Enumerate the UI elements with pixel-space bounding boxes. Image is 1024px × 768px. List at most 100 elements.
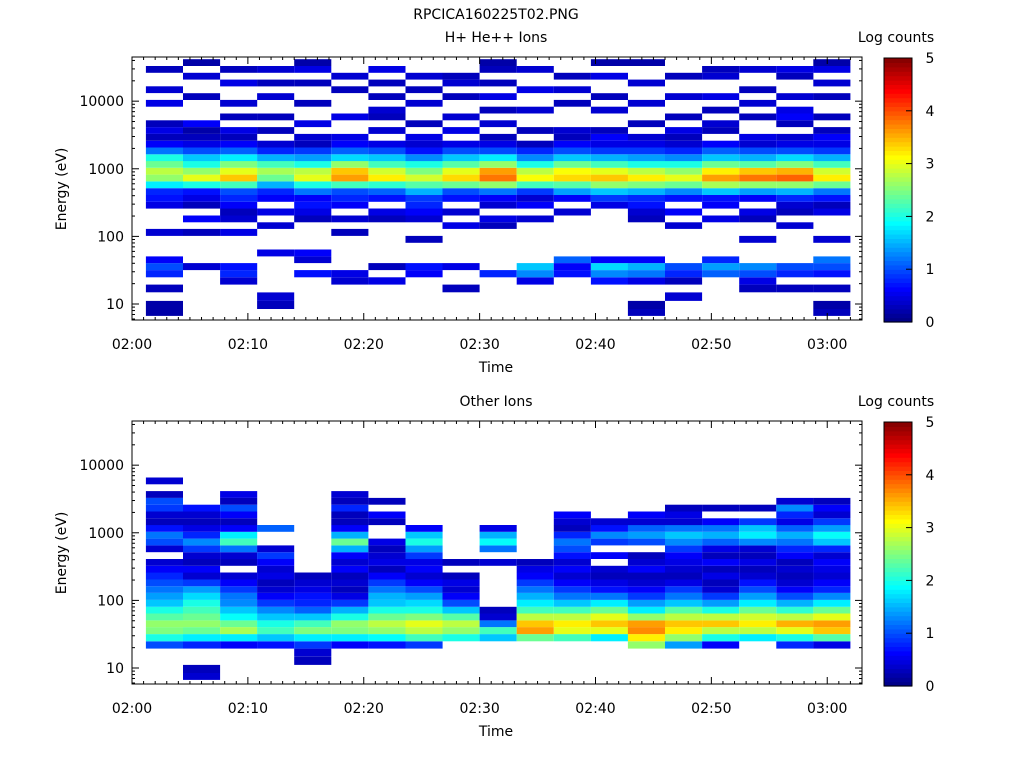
colorbar-segment	[884, 606, 912, 612]
heatmap-cell	[442, 222, 480, 229]
heatmap-cell	[665, 592, 703, 600]
heatmap-cell	[257, 545, 295, 553]
heatmap-cell	[627, 572, 665, 580]
heatmap-cell	[739, 215, 777, 223]
heatmap-cell	[665, 613, 703, 621]
heatmap-cell	[145, 518, 183, 526]
colorbar-segment	[884, 479, 912, 485]
colorbar-segment	[884, 466, 912, 471]
heatmap-cell	[145, 127, 183, 134]
x-tick-label: 02:20	[344, 701, 384, 717]
heatmap-cell	[627, 270, 665, 278]
heatmap-cell	[739, 181, 777, 189]
colorbar-segment	[884, 554, 912, 559]
colorbar-tick-label: 3	[926, 157, 935, 173]
heatmap-cell	[739, 161, 777, 168]
colorbar-segment	[884, 115, 912, 121]
colorbar-segment	[884, 159, 912, 165]
heatmap-cell	[702, 627, 740, 635]
colorbar-segment	[884, 628, 912, 634]
heatmap-cell	[627, 263, 665, 271]
heatmap-cell	[479, 161, 517, 168]
colorbar-label: Log counts	[858, 394, 934, 410]
heatmap-cell	[442, 559, 480, 566]
heatmap-cell	[405, 120, 443, 128]
colorbar-segment	[884, 650, 912, 656]
colorbar-segment	[884, 194, 912, 200]
heatmap-cell	[257, 93, 295, 100]
x-tick-label: 02:40	[575, 701, 615, 717]
colorbar-segment	[884, 220, 912, 226]
heatmap-cell	[220, 586, 258, 593]
heatmap-cell	[739, 565, 777, 573]
heatmap-cell	[405, 72, 443, 80]
heatmap-cell	[331, 174, 369, 182]
heatmap-cell	[479, 59, 517, 66]
heatmap-cell	[405, 599, 443, 607]
y-tick-label: 10000	[79, 458, 124, 474]
heatmap-cell	[813, 235, 851, 243]
heatmap-cell	[257, 599, 295, 607]
heatmap-cell	[813, 613, 851, 621]
heatmap-cell	[145, 613, 183, 621]
heatmap-cell	[739, 263, 777, 271]
colorbar-segment	[884, 584, 912, 590]
heatmap-cell	[368, 627, 406, 635]
heatmap-cell	[776, 599, 814, 607]
heatmap-cell	[331, 195, 369, 202]
heatmap-cell	[183, 201, 221, 209]
heatmap-cell	[813, 572, 851, 580]
heatmap-cell	[627, 525, 665, 532]
heatmap-cell	[368, 181, 406, 189]
heatmap-cell	[294, 270, 332, 278]
heatmap-cell	[776, 627, 814, 635]
heatmap-cell	[442, 579, 480, 587]
heatmap-cell	[739, 579, 777, 587]
colorbar-segment	[884, 203, 912, 209]
heatmap-cell	[627, 606, 665, 614]
heatmap-cell	[257, 572, 295, 580]
colorbar-segment	[884, 567, 912, 573]
colorbar-segment	[884, 291, 912, 297]
heatmap-cell	[145, 174, 183, 182]
heatmap-cell	[220, 263, 258, 271]
heatmap-cell	[813, 188, 851, 195]
colorbar-segment	[884, 426, 912, 432]
heatmap-cell	[220, 133, 258, 141]
heatmap-cell	[553, 586, 591, 593]
heatmap-cell	[257, 167, 295, 175]
heatmap-cell	[553, 552, 591, 559]
heatmap-cell	[331, 634, 369, 642]
heatmap-cell	[220, 572, 258, 580]
heatmap-cell	[702, 167, 740, 175]
heatmap-cell	[590, 154, 628, 162]
heatmap-cell	[183, 586, 221, 593]
heatmap-cell	[813, 284, 851, 293]
heatmap-cell	[590, 599, 628, 607]
colorbar-segment	[884, 106, 912, 112]
heatmap-cell	[590, 174, 628, 182]
heatmap-cell	[294, 120, 332, 128]
heatmap-cell	[257, 586, 295, 593]
heatmap-cell	[553, 208, 591, 216]
heatmap-cell	[331, 559, 369, 566]
heatmap-cell	[442, 195, 480, 202]
colorbar-segment	[884, 602, 912, 608]
heatmap-cell	[442, 181, 480, 189]
heatmap-cell	[776, 613, 814, 621]
heatmap-cell	[739, 188, 777, 195]
heatmap-cell	[813, 201, 851, 209]
heatmap-cell	[479, 222, 517, 229]
colorbar-segment	[884, 444, 912, 449]
heatmap-cell	[702, 195, 740, 202]
heatmap-cell	[257, 140, 295, 148]
heatmap-cell	[590, 195, 628, 202]
heatmap-cell	[776, 511, 814, 519]
heatmap-cell	[220, 79, 258, 87]
heatmap-cell	[331, 215, 369, 223]
panel-h-he-ions: H+ He++ Ions Energy (eV) Time Log counts…	[54, 30, 935, 376]
heatmap-cell	[220, 113, 258, 121]
heatmap-cell	[813, 208, 851, 216]
heatmap-cell	[220, 579, 258, 587]
heatmap-cell	[294, 161, 332, 168]
